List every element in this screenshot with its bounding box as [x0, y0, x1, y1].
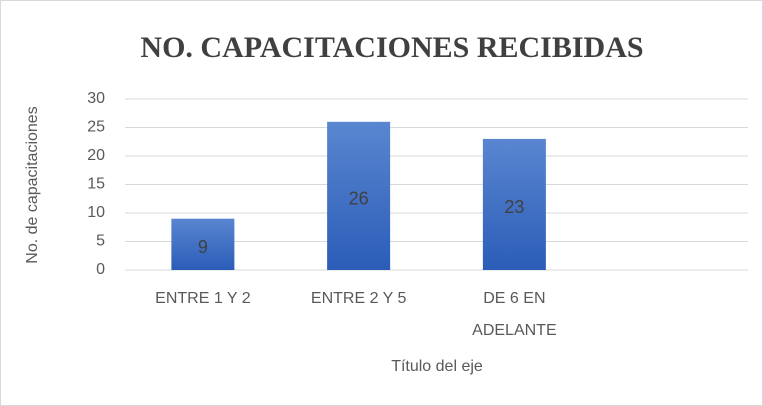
x-tick-label: DE 6 EN ADELANTE [472, 290, 556, 339]
x-tick-label: ENTRE 1 Y 2 [155, 290, 251, 307]
y-tick-label: 15 [87, 176, 105, 193]
x-axis-label: Título del eje [391, 358, 483, 375]
bar [171, 218, 235, 270]
y-tick-label: 30 [87, 90, 105, 107]
data-label: 26 [349, 189, 369, 209]
data-label: 23 [504, 197, 524, 217]
y-tick-label: 25 [87, 119, 105, 136]
bar [327, 121, 391, 270]
y-axis-label: No. de capacitaciones [24, 106, 41, 263]
y-tick-label: 0 [96, 261, 105, 278]
y-tick-label: 5 [96, 233, 105, 250]
data-label: 9 [198, 237, 208, 257]
bar [482, 138, 546, 270]
x-tick-label: ENTRE 2 Y 5 [311, 290, 407, 307]
y-tick-label: 20 [87, 147, 105, 164]
chart-title: NO. CAPACITACIONES RECIBIDAS [140, 31, 643, 64]
y-tick-label: 10 [87, 204, 105, 221]
